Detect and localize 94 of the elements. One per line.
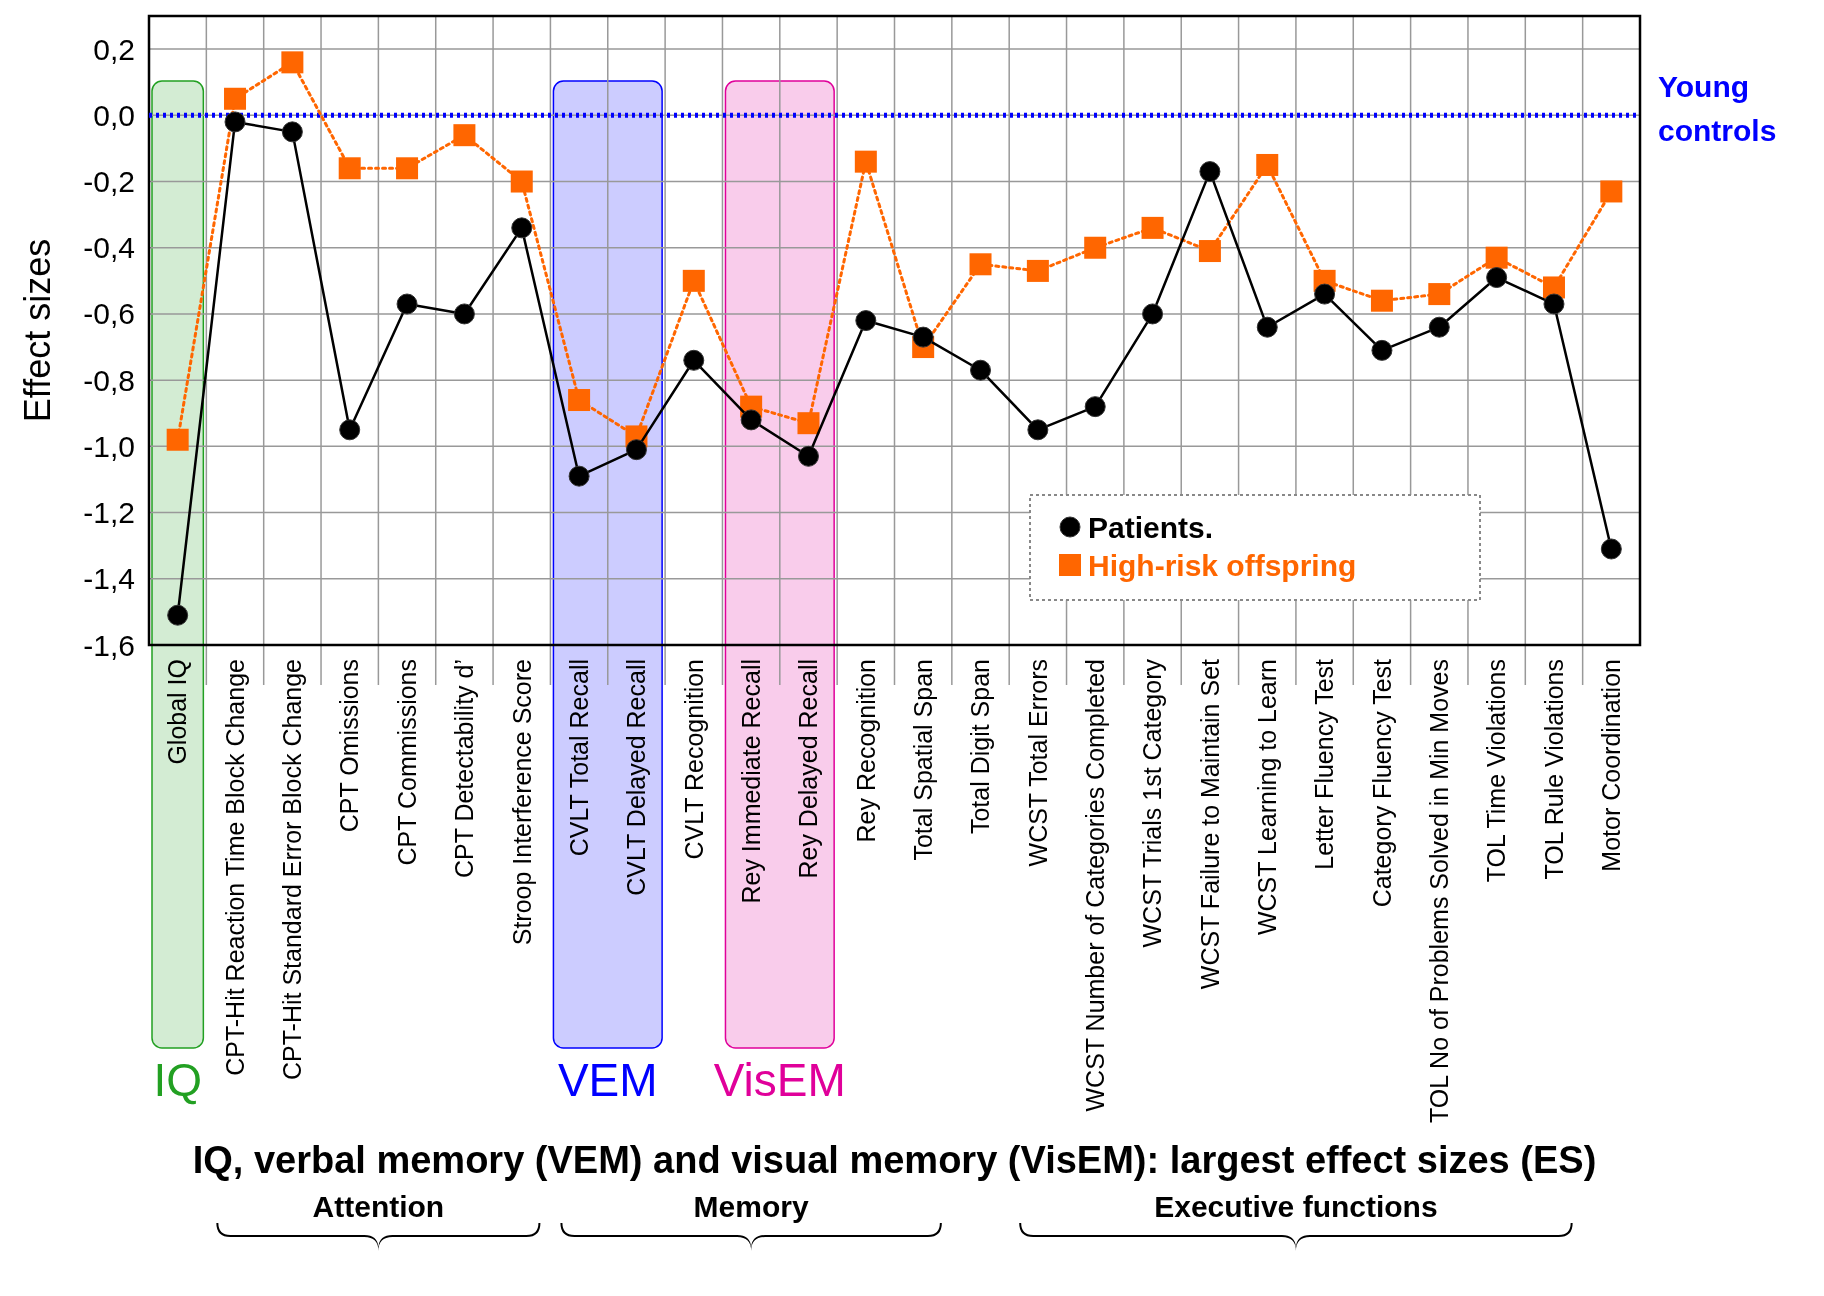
y-tick-label: -0,6 xyxy=(83,297,135,331)
point xyxy=(682,269,705,292)
point xyxy=(1428,283,1451,306)
y-tick-label: -0,8 xyxy=(83,363,135,397)
point xyxy=(568,389,591,412)
y-tick-label: 0,0 xyxy=(93,98,135,132)
point xyxy=(338,157,361,180)
x-tick-label: Rey Delayed Recall xyxy=(794,659,823,879)
point xyxy=(224,87,247,110)
band-label: VEM xyxy=(557,1054,658,1106)
point xyxy=(1026,259,1049,282)
y-tick-label: -1,4 xyxy=(83,562,135,596)
point xyxy=(1084,236,1107,259)
point xyxy=(1370,289,1393,312)
point xyxy=(970,359,992,381)
y-tick-label: 0,2 xyxy=(93,32,135,66)
x-tick-label: Global IQ xyxy=(163,659,192,765)
point xyxy=(1027,419,1049,441)
x-tick-label: CPT Commissions xyxy=(392,659,421,866)
point xyxy=(511,217,533,239)
point xyxy=(453,124,476,147)
point xyxy=(797,412,820,435)
point xyxy=(969,253,992,276)
x-tick-label: Letter Fluency Test xyxy=(1310,658,1339,870)
point xyxy=(855,310,877,332)
point xyxy=(1256,153,1279,176)
point xyxy=(453,303,475,325)
x-tick-label: CPT Omissions xyxy=(335,659,364,833)
point xyxy=(1314,283,1336,305)
text: Attention xyxy=(312,1190,445,1223)
point xyxy=(396,157,419,180)
x-tick-label: CPT Detectability d’ xyxy=(450,659,479,879)
y-tick-label: -0,4 xyxy=(83,231,135,265)
x-tick-label: CPT-Hit Standard Error Block Change xyxy=(278,659,307,1081)
point xyxy=(1142,303,1164,325)
x-tick-label: TOL Rule Violations xyxy=(1539,659,1568,880)
point xyxy=(854,150,877,173)
y-tick-label: -1,2 xyxy=(83,496,135,530)
x-tick-label: TOL Time Violations xyxy=(1482,659,1511,883)
point xyxy=(1141,216,1164,239)
band-label: VisEM xyxy=(713,1054,846,1106)
point xyxy=(1371,339,1393,361)
x-tick-label: CVLT Delayed Recall xyxy=(622,659,651,896)
point xyxy=(797,445,819,467)
point xyxy=(281,51,304,74)
point xyxy=(1198,240,1221,263)
x-tick-label: Stroop Interference Score xyxy=(507,659,536,946)
x-tick-label: Rey Recognition xyxy=(851,659,880,843)
x-tick-label: Rey Immediate Recall xyxy=(736,659,765,904)
x-tick-label: Motor Coordination xyxy=(1597,659,1626,872)
y-tick-label: -1,0 xyxy=(83,429,135,463)
point xyxy=(510,170,533,193)
x-tick-label: WCST Number of Categories Completed xyxy=(1080,659,1109,1112)
ref-line-label: Young controls xyxy=(1658,69,1778,150)
x-tick-label: WCST Total Errors xyxy=(1023,659,1052,867)
point xyxy=(683,349,705,371)
point xyxy=(224,111,246,133)
point xyxy=(568,465,590,487)
legend-label: Patients. xyxy=(1088,510,1214,544)
point xyxy=(396,293,418,315)
point xyxy=(166,428,189,451)
x-tick-label: Category Fluency Test xyxy=(1367,658,1396,908)
point xyxy=(1486,267,1508,289)
y-tick-label: -1,6 xyxy=(83,628,135,662)
text: Memory xyxy=(693,1190,809,1223)
point xyxy=(1600,538,1622,560)
point xyxy=(1199,161,1221,183)
x-tick-label: CVLT Recognition xyxy=(679,659,708,860)
y-tick-label: -0,2 xyxy=(83,165,135,199)
point xyxy=(1084,396,1106,418)
point xyxy=(339,419,361,441)
x-tick-label: WCST Trials 1st Category xyxy=(1138,658,1167,948)
point xyxy=(912,326,934,348)
x-tick-label: CVLT Total Recall xyxy=(564,659,593,857)
band-label: IQ xyxy=(153,1054,202,1106)
x-tick-label: Total Digit Span xyxy=(966,659,995,835)
x-tick-label: WCST Failure to Maintain Set xyxy=(1195,658,1224,990)
point xyxy=(1600,180,1623,203)
point xyxy=(1428,316,1450,338)
legend-label: High-risk offspring xyxy=(1088,548,1357,582)
point xyxy=(1543,293,1565,315)
y-axis-title: Effect sizes xyxy=(17,238,58,423)
point xyxy=(1485,246,1508,269)
point xyxy=(1256,316,1278,338)
point xyxy=(167,604,189,626)
x-tick-label: Total Spatial Span xyxy=(908,659,937,861)
x-tick-label: WCST Learning to Learn xyxy=(1253,659,1281,936)
point xyxy=(740,409,762,431)
point xyxy=(625,439,647,461)
text: Executive functions xyxy=(1154,1190,1438,1223)
text: IQ, verbal memory (VEM) and visual memory (VisEM): largest effect sizes (ES) xyxy=(192,1139,1597,1181)
point xyxy=(281,121,303,143)
x-tick-label: TOL No of Problems Solved in Min Moves xyxy=(1425,659,1454,1124)
x-tick-label: CPT-Hit Reaction Time Block Change xyxy=(220,659,249,1076)
